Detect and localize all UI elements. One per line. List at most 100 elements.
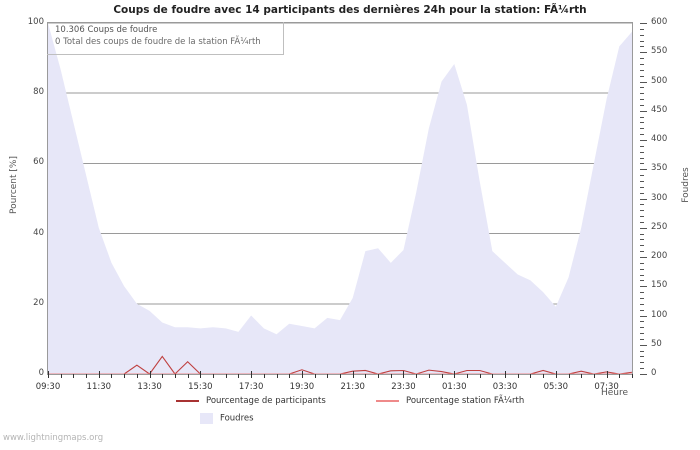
x-axis-minor-tick [136, 374, 138, 378]
y-axis-right-tick-label: 100 [651, 309, 668, 320]
y-axis-left-tick-label: 40 [33, 227, 44, 238]
x-axis-major-tick [301, 371, 303, 378]
x-axis-minor-tick [187, 374, 189, 378]
y-axis-right-minor-tick [640, 134, 644, 136]
x-axis-minor-tick [581, 374, 583, 378]
y-axis-right-minor-tick [640, 99, 644, 101]
x-axis-minor-tick [60, 374, 62, 378]
y-axis-right-tick-mark [640, 257, 647, 258]
x-axis-minor-tick [225, 374, 227, 378]
y-axis-right-tick-label: 0 [651, 368, 657, 378]
y-axis-right-minor-tick [640, 46, 644, 48]
x-axis-title: Heure [601, 388, 629, 398]
x-axis-minor-tick [162, 374, 164, 378]
x-axis-tick-label: 01:30 [442, 382, 467, 392]
x-axis-tick-label: 21:30 [340, 382, 365, 392]
y-axis-right-tick-mark [640, 52, 647, 54]
y-axis-right-tick-mark [640, 169, 647, 171]
legend-label: Pourcentage station FÃ¼rth [406, 396, 525, 406]
y-axis-right-minor-tick [640, 356, 644, 358]
legend-swatch-icon [176, 400, 199, 402]
y-axis-right-tick-label: 50 [651, 338, 662, 349]
x-axis-minor-tick [428, 374, 430, 378]
y-axis-right-minor-tick [640, 69, 644, 71]
y-axis-right-tick-mark [640, 315, 647, 317]
x-axis-major-tick [200, 371, 202, 378]
x-axis-major-tick [98, 371, 100, 378]
y-axis-right-minor-tick [640, 204, 644, 206]
x-axis-minor-tick [492, 374, 494, 378]
x-axis-minor-tick [619, 374, 621, 378]
series-line-participants [48, 355, 632, 374]
x-axis-minor-tick [593, 374, 595, 378]
y-axis-right-minor-tick [640, 87, 644, 89]
x-axis-tick-label: 23:30 [391, 382, 416, 392]
y-axis-right-minor-tick [640, 216, 644, 218]
x-axis-minor-tick [124, 374, 126, 378]
x-axis-minor-tick [365, 374, 367, 378]
x-axis-major-tick [48, 371, 49, 378]
legend-item[interactable]: Pourcentage station FÃ¼rth [376, 396, 524, 407]
x-axis-minor-tick [568, 374, 570, 378]
y-axis-right-tick-label: 400 [651, 134, 668, 144]
y-axis-right-tick-label: 500 [651, 75, 668, 86]
x-axis-minor-tick [390, 374, 392, 378]
x-axis-minor-tick [340, 374, 341, 378]
y-axis-left-tick-label: 0 [38, 368, 44, 378]
y-axis-right-tick-label: 250 [651, 221, 668, 232]
legend-label: Foudres [220, 413, 254, 424]
x-axis-tick-label: 13:30 [137, 382, 162, 392]
y-axis-left-tick-label: 20 [33, 297, 44, 308]
x-axis-major-tick [606, 371, 608, 378]
y-axis-right-tick-mark [640, 374, 647, 375]
legend-item[interactable]: Pourcentage de participants [176, 396, 326, 407]
y-axis-right-tick-label: 550 [651, 46, 668, 57]
y-axis-right-tick-label: 450 [651, 104, 668, 115]
info-box-line-1: 10.306 Coups de foudre [55, 25, 158, 35]
y-axis-right-title: Foudres [681, 167, 691, 203]
legend-swatch-icon [200, 413, 213, 424]
page-title: Coups de foudre avec 14 participants des… [113, 4, 587, 16]
y-axis-right-tick-mark [640, 286, 647, 288]
y-axis-left-tick-label: 100 [27, 17, 44, 27]
watermark: www.lightningmaps.org [3, 433, 104, 443]
plot-area [47, 22, 633, 375]
y-axis-right-tick-mark [640, 81, 647, 83]
y-axis-right-minor-tick [640, 28, 644, 30]
x-axis-major-tick [352, 371, 354, 378]
y-axis-right-minor-tick [640, 333, 644, 335]
y-axis-right-minor-tick [640, 280, 644, 282]
y-axis-right-tick-mark [640, 110, 647, 112]
y-axis-right-minor-tick [640, 34, 644, 36]
x-axis-minor-tick [466, 374, 468, 378]
x-axis-minor-tick [441, 374, 443, 378]
series-area-foudres [48, 23, 632, 374]
y-axis-right-minor-tick [640, 75, 644, 77]
y-axis-left-ticks: 0 20 40 60 80 100 [0, 0, 44, 450]
y-axis-right-minor-tick [640, 63, 644, 65]
y-axis-right-minor-tick [640, 362, 644, 364]
y-axis-right-tick-label: 350 [651, 163, 668, 174]
y-axis-right-minor-tick [640, 163, 644, 165]
legend-item[interactable]: Foudres [200, 413, 254, 424]
x-axis-minor-tick [517, 374, 519, 378]
y-axis-right-minor-tick [640, 180, 644, 182]
x-axis-ticks: 09:30 11:30 13:30 15:30 17:30 19:30 21:30 23:30… [0, 371, 700, 392]
y-axis-right-tick-label: 300 [651, 192, 668, 203]
y-axis-right-tick-label: 150 [651, 280, 668, 291]
y-axis-right-minor-tick [640, 93, 644, 95]
x-axis-tick-label: 07:30 [594, 382, 619, 392]
y-axis-right-minor-tick [640, 192, 644, 194]
legend: Pourcentage de participants Pourcentage s… [176, 396, 596, 430]
x-axis-tick-label: 03:30 [492, 382, 518, 392]
y-axis-right-minor-tick [640, 368, 644, 370]
x-axis-major-tick [403, 371, 405, 378]
y-axis-right-minor-tick [640, 297, 644, 299]
y-axis-right-tick-mark [640, 344, 647, 346]
y-axis-right-minor-tick [640, 268, 644, 270]
y-axis-right-ticks: 0 50 100 150 200 250 300 350 400 450 500 550 600 [640, 0, 686, 450]
y-axis-right-tick-label: 600 [651, 17, 668, 27]
x-axis-tick-label: 09:30 [35, 382, 61, 392]
y-axis-right-minor-tick [640, 309, 644, 311]
